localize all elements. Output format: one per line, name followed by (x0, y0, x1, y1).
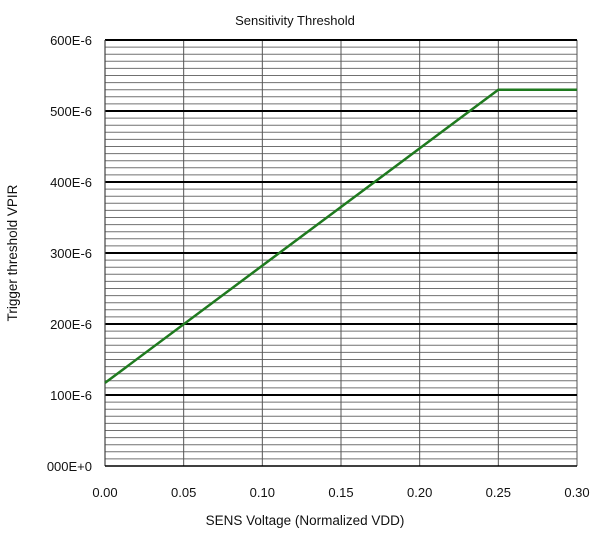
y-tick-label: 100E-6 (50, 388, 92, 403)
y-axis-label: Trigger threshold VPIR (5, 184, 20, 321)
x-tick-label: 0.20 (407, 485, 432, 500)
x-tick-label: 0.15 (328, 485, 353, 500)
y-tick-label: 600E-6 (50, 33, 92, 48)
x-tick-label: 0.10 (250, 485, 275, 500)
x-tick-label: 0.30 (564, 485, 589, 500)
series-lines (104, 88, 577, 384)
x-tick-label: 0.25 (486, 485, 511, 500)
tick-labels: 000E+0 100E-6 200E-6 300E-6 400E-6 500E-6 600E… (47, 33, 590, 500)
y-tick-label: 200E-6 (50, 317, 92, 332)
x-axis-label: SENS Voltage (Normalized VDD) (206, 513, 405, 528)
x-tick-label: 0.00 (92, 485, 117, 500)
series-line (104, 88, 577, 384)
chart-title: Sensitivity Threshold (235, 13, 355, 28)
y-tick-label: 400E-6 (50, 175, 92, 190)
y-tick-label: 000E+0 (47, 459, 92, 474)
x-tick-label: 0.05 (171, 485, 196, 500)
grid (104, 39, 578, 467)
y-tick-label: 300E-6 (50, 246, 92, 261)
y-tick-label: 500E-6 (50, 104, 92, 119)
